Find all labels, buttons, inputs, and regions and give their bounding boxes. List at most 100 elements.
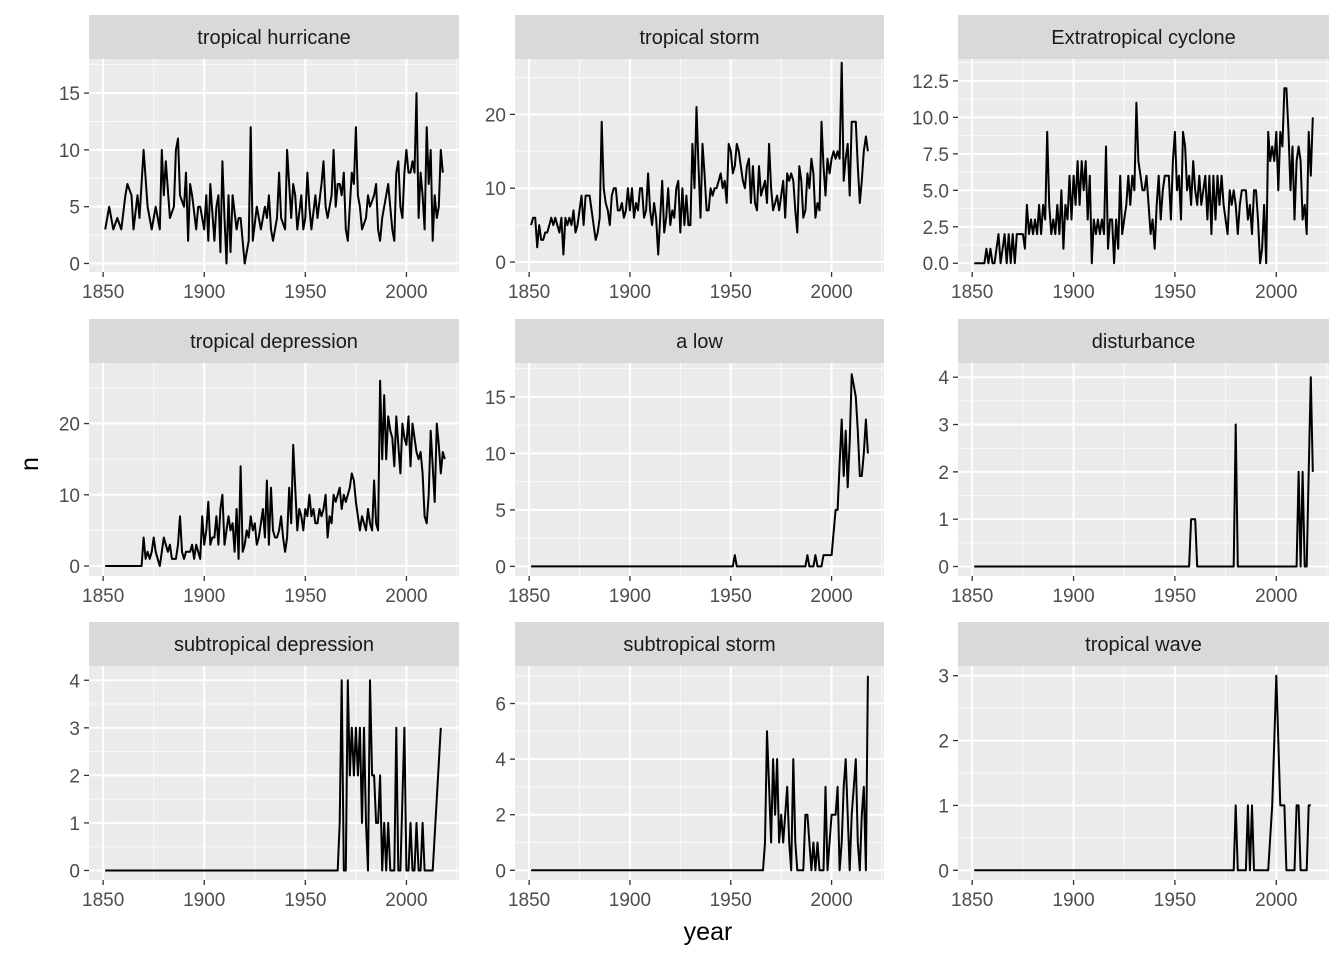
panel-tropical-depression: tropical depression 0 10 20 1850 1900 1950 2000 xyxy=(59,319,459,607)
y-tick-label: 1 xyxy=(69,814,80,835)
y-tick-label: 6 xyxy=(495,695,506,716)
facet-title: tropical storm xyxy=(639,27,759,49)
x-tick-label: 1950 xyxy=(284,282,326,303)
series-line xyxy=(974,376,1314,568)
x-tick-label: 1900 xyxy=(609,890,651,911)
x-tick-label: 1850 xyxy=(951,890,993,911)
x-tick-label: 1950 xyxy=(1154,586,1196,607)
y-tick-label: 10 xyxy=(59,486,80,507)
x-axis-title: year xyxy=(684,918,733,946)
y-tick-label: 10.0 xyxy=(912,108,949,129)
x-tick-label: 2000 xyxy=(810,586,852,607)
facet-strip xyxy=(515,319,884,363)
y-tick-label: 2 xyxy=(495,806,506,827)
facet-title: tropical depression xyxy=(190,331,358,353)
y-tick-label: 2 xyxy=(938,732,949,753)
x-tick-label: 1900 xyxy=(1052,282,1094,303)
y-tick-label: 0 xyxy=(495,861,506,882)
y-tick-label: 0 xyxy=(69,861,80,882)
facet-strip xyxy=(89,319,459,363)
panel-background xyxy=(89,363,459,576)
y-tick-label: 20 xyxy=(59,415,80,436)
y-tick-label: 4 xyxy=(938,368,949,389)
series-line xyxy=(531,675,869,872)
series-line xyxy=(531,373,869,568)
x-tick-label: 2000 xyxy=(1255,586,1297,607)
x-tick-label: 1900 xyxy=(183,282,225,303)
facet-strip xyxy=(958,15,1329,59)
facet-strip xyxy=(89,15,459,59)
x-tick-label: 2000 xyxy=(385,890,427,911)
series-line xyxy=(105,379,446,567)
y-tick-label: 10 xyxy=(485,444,506,465)
y-tick-label: 3 xyxy=(69,719,80,740)
series-line xyxy=(974,87,1314,265)
facet-title: tropical hurricane xyxy=(197,27,350,49)
panel-background xyxy=(958,363,1329,576)
x-tick-label: 1900 xyxy=(183,586,225,607)
series-line xyxy=(105,679,442,872)
y-tick-label: 7.5 xyxy=(923,145,949,166)
y-tick-label: 5 xyxy=(495,501,506,522)
panel-tropical-wave: tropical wave 0 1 2 3 1850 1900 1950 2000 xyxy=(938,622,1329,911)
y-tick-label: 0 xyxy=(495,253,506,274)
x-tick-label: 1950 xyxy=(710,282,752,303)
x-tick-label: 1900 xyxy=(1052,890,1094,911)
y-tick-label: 12.5 xyxy=(912,72,949,93)
x-tick-label: 1950 xyxy=(1154,890,1196,911)
panel-background xyxy=(515,363,884,576)
x-tick-label: 2000 xyxy=(810,890,852,911)
x-tick-label: 2000 xyxy=(385,586,427,607)
y-tick-label: 4 xyxy=(69,671,80,692)
y-tick-label: 4 xyxy=(495,750,506,771)
x-tick-label: 2000 xyxy=(385,282,427,303)
x-tick-label: 1950 xyxy=(284,586,326,607)
panel-background xyxy=(515,666,884,880)
x-tick-label: 1850 xyxy=(508,890,550,911)
x-tick-label: 1900 xyxy=(609,282,651,303)
y-tick-label: 3 xyxy=(938,667,949,688)
y-tick-label: 20 xyxy=(485,105,506,126)
y-tick-label: 0 xyxy=(495,557,506,578)
x-tick-label: 1850 xyxy=(82,282,124,303)
facet-strip xyxy=(89,622,459,666)
y-tick-label: 3 xyxy=(938,416,949,437)
series-line xyxy=(974,674,1311,872)
x-tick-label: 1850 xyxy=(508,282,550,303)
y-tick-label: 1 xyxy=(938,510,949,531)
series-line xyxy=(530,61,869,256)
panel-extratropical-cyclone: Extratropical cyclone 0.0 2.5 5.0 7.5 10.0 12.… xyxy=(912,15,1329,303)
y-tick-label: 0 xyxy=(69,557,80,578)
x-tick-label: 1850 xyxy=(951,586,993,607)
y-tick-label: 2 xyxy=(938,463,949,484)
y-tick-label: 0 xyxy=(938,861,949,882)
x-tick-label: 1900 xyxy=(183,890,225,911)
x-tick-label: 1950 xyxy=(710,890,752,911)
panel-tropical-storm: tropical storm 0 10 20 1850 1900 1950 2000 xyxy=(485,15,884,303)
facet-title: a low xyxy=(676,331,723,353)
y-tick-label: 0.0 xyxy=(923,254,949,275)
facet-title: subtropical depression xyxy=(174,634,374,656)
panel-subtropical-storm: subtropical storm 0 2 4 6 1850 1900 1950 2000 xyxy=(495,622,884,911)
y-tick-label: 5.0 xyxy=(923,181,949,202)
x-tick-label: 1950 xyxy=(284,890,326,911)
x-tick-label: 2000 xyxy=(1255,282,1297,303)
panel-subtropical-depression: subtropical depression 0 1 2 3 4 1850 1900 1950 2… xyxy=(69,622,459,911)
y-tick-label: 0 xyxy=(69,254,80,275)
x-tick-label: 1850 xyxy=(508,586,550,607)
y-tick-label: 2 xyxy=(69,766,80,787)
x-tick-label: 1950 xyxy=(710,586,752,607)
y-tick-label: 2.5 xyxy=(923,218,949,239)
x-tick-label: 2000 xyxy=(1255,890,1297,911)
y-tick-label: 0 xyxy=(938,558,949,579)
y-tick-label: 10 xyxy=(59,141,80,162)
y-axis-title: n xyxy=(16,457,44,471)
facet-title: tropical wave xyxy=(1085,634,1202,656)
y-tick-label: 15 xyxy=(485,388,506,409)
x-tick-label: 1850 xyxy=(951,282,993,303)
facet-title: disturbance xyxy=(1092,331,1195,353)
facet-strip xyxy=(515,15,884,59)
facet-strip xyxy=(958,319,1329,363)
facet-title: subtropical storm xyxy=(623,634,775,656)
